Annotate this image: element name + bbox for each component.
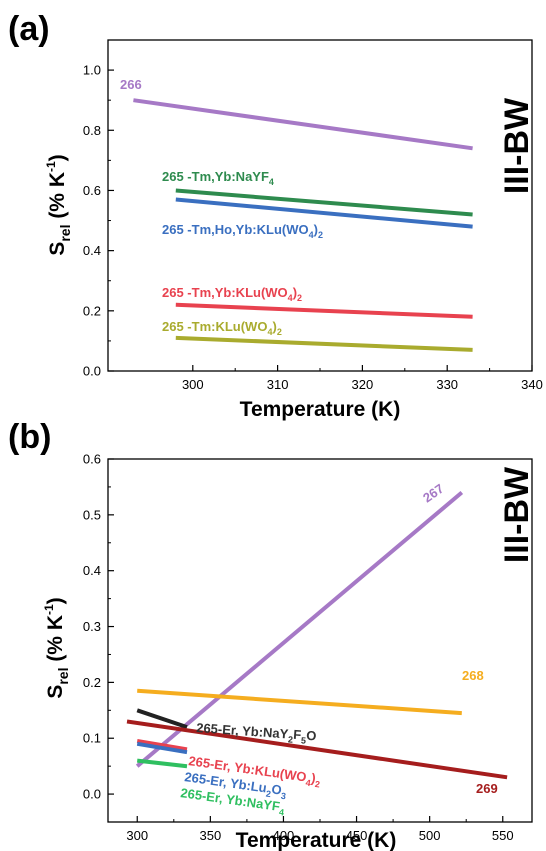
panel-a-x-axis-title: Temperature (K) <box>240 398 401 421</box>
panel-b-series-line-2 <box>136 708 188 729</box>
panel-b-y-tick-label: 0.4 <box>83 563 101 578</box>
panel-a-label-266: 266 <box>120 77 142 92</box>
panel-a-series-line-0 <box>133 98 473 151</box>
panel-a-y-tick-label: 0.8 <box>83 123 101 138</box>
panel-a-label-tm-yb-klu: 265 -Tm,Yb:KLu(WO4)2 <box>162 285 302 303</box>
panel-a-x-tick-label: 300 <box>182 377 204 392</box>
panel-b-label: (b) <box>8 418 51 456</box>
panel-a-x-tick-label: 330 <box>436 377 458 392</box>
panel-b-series-line-4 <box>136 739 188 752</box>
panel-a-series <box>133 98 473 352</box>
panel-a-ticks: 300 310 320 330 340 0.0 0.2 0.4 0.6 0.8 1.0 <box>83 63 543 392</box>
panel-a-label: (a) <box>8 10 50 48</box>
panel-b-ticks: 300 350 400 450 500 550 0.0 0.1 0.2 0.3 0.4 0.5 0.6 <box>83 452 514 844</box>
panel-b-label-268: 268 <box>462 668 484 683</box>
panel-b-y-tick-label: 0.5 <box>83 507 101 522</box>
panel-a-y-tick-label: 1.0 <box>83 63 101 78</box>
panel-b: (b) 300 350 400 450 500 550 0.0 0.1 0.2 0.3 0.4 0.5… <box>8 418 536 851</box>
panel-a-y-axis-title: Srel (% K-1) <box>44 154 73 255</box>
panel-b-x-axis-title: Temperature (K) <box>236 829 397 851</box>
panel-a-label-tm-yb-nayf4: 265 -Tm,Yb:NaYF4 <box>162 169 274 187</box>
panel-b-series <box>126 490 508 780</box>
panel-a-series-line-4 <box>175 335 473 352</box>
panel-b-x-tick-label: 300 <box>126 828 148 843</box>
panel-b-y-tick-label: 0.2 <box>83 675 101 690</box>
panel-a-y-tick-label: 0.6 <box>83 183 101 198</box>
panel-a-side-label: III-BW <box>498 97 536 194</box>
panel-b-label-269: 269 <box>476 781 498 796</box>
panel-a-series-line-1 <box>175 188 473 217</box>
panel-b-x-tick-label: 550 <box>492 828 514 843</box>
panel-b-y-tick-label: 0.6 <box>83 452 101 467</box>
panel-b-y-tick-label: 0.0 <box>83 787 101 802</box>
panel-a-x-tick-label: 340 <box>521 377 543 392</box>
panel-b-series-line-1 <box>137 688 462 716</box>
panel-b-y-tick-label: 0.1 <box>83 731 101 746</box>
panel-a-x-tick-label: 310 <box>267 377 289 392</box>
panel-a-x-tick-label: 320 <box>352 377 374 392</box>
panel-b-series-line-5 <box>136 741 188 755</box>
panel-a-y-tick-label: 0.0 <box>83 364 101 379</box>
panel-b-plot-frame <box>107 458 533 823</box>
panel-b-x-tick-label: 450 <box>346 828 368 843</box>
panel-a-series-line-3 <box>175 302 473 319</box>
panel-b-x-tick-label: 350 <box>199 828 221 843</box>
panel-a-y-tick-label: 0.2 <box>83 303 101 318</box>
panel-b-x-tick-label: 400 <box>273 828 295 843</box>
panel-a: (a) 300 310 320 330 340 0.0 0.2 0.4 0.6 0.8 1.0 II… <box>8 10 543 421</box>
panel-b-series-line-0 <box>135 490 464 768</box>
panel-b-series-line-3 <box>126 719 508 780</box>
panel-b-y-tick-label: 0.3 <box>83 619 101 634</box>
panel-b-label-267: 267 <box>420 481 446 506</box>
panel-a-y-tick-label: 0.4 <box>83 243 101 258</box>
panel-a-label-tm-ho-yb-klu: 265 -Tm,Ho,Yb:KLu(WO4)2 <box>162 222 323 240</box>
panel-b-side-label: III-BW <box>498 466 536 563</box>
panel-a-label-tm-klu: 265 -Tm:KLu(WO4)2 <box>162 319 282 337</box>
panel-a-series-line-2 <box>175 197 473 229</box>
panel-b-series-line-6 <box>136 758 188 769</box>
panel-b-y-axis-title: Srel (% K-1) <box>42 597 71 698</box>
panel-b-x-tick-label: 500 <box>419 828 441 843</box>
